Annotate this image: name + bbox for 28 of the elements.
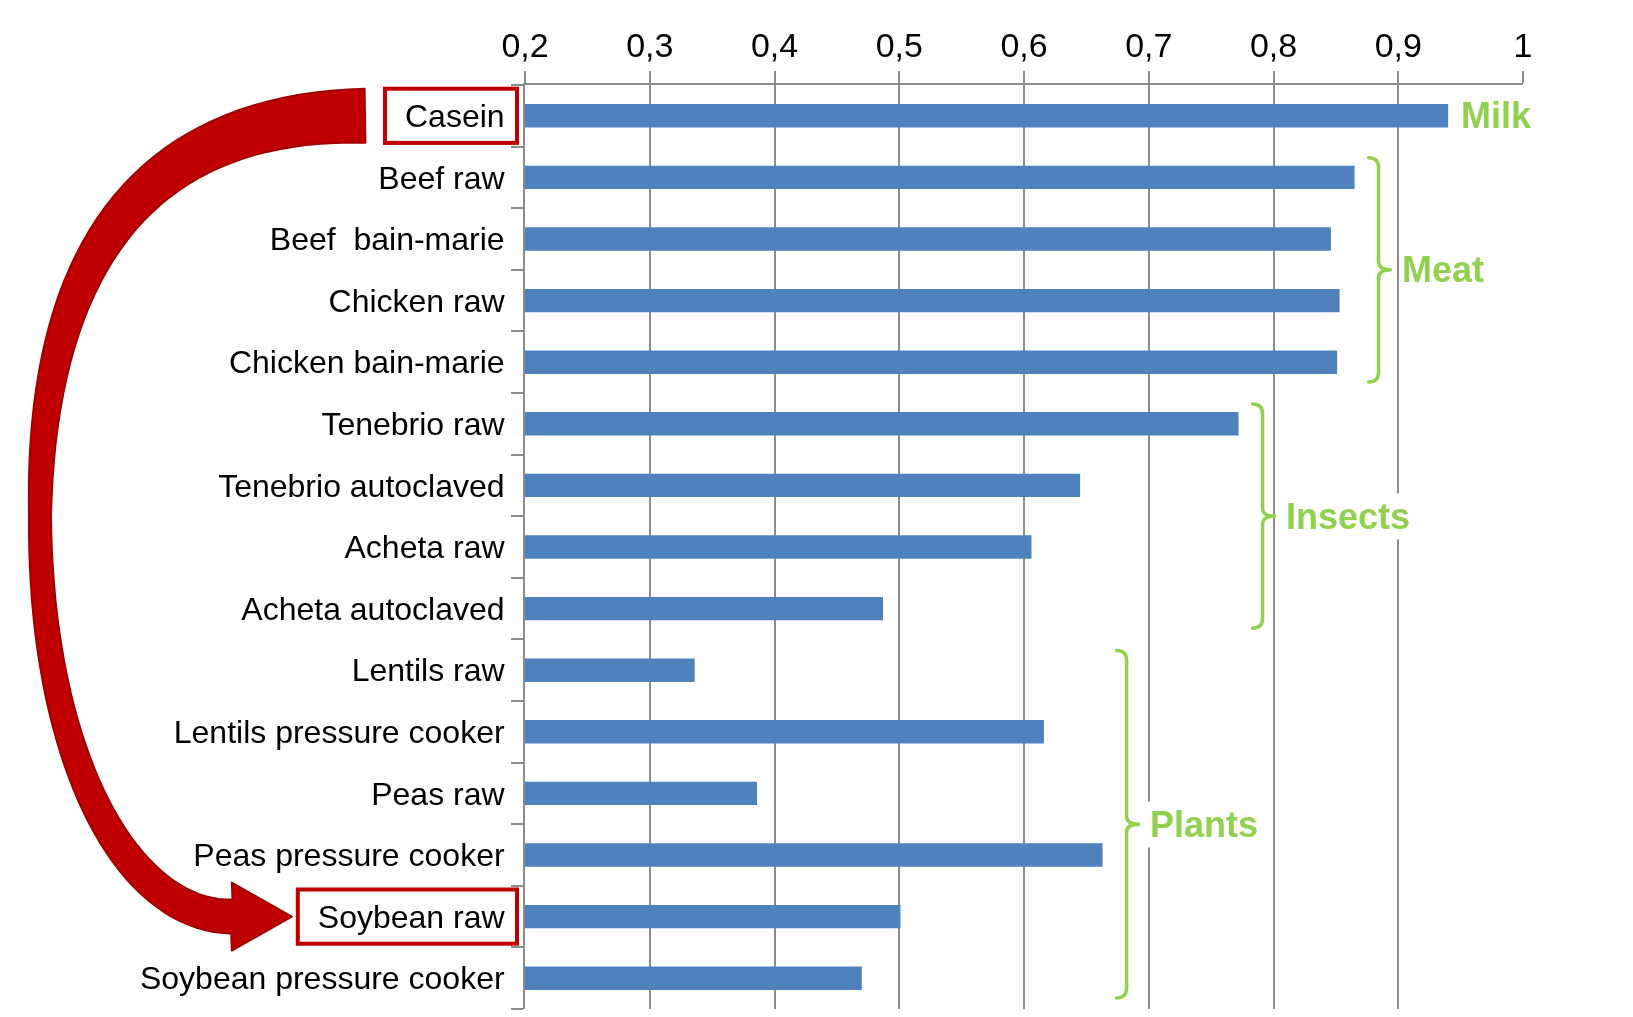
y-tick-label: Soybean raw bbox=[317, 898, 506, 935]
x-tick-label: 0,3 bbox=[626, 26, 674, 65]
y-tick-label: Acheta autoclaved bbox=[241, 590, 505, 627]
x-tick-label: 0,6 bbox=[1000, 26, 1048, 65]
x-tick-label: 0,9 bbox=[1374, 26, 1422, 65]
x-tick-label: 0,5 bbox=[875, 26, 923, 65]
y-tick-label: Casein bbox=[404, 98, 505, 134]
x-tick-label: 0,2 bbox=[501, 26, 549, 65]
annotation: Plants bbox=[1150, 804, 1259, 845]
y-tick-label: Lentils pressure cooker bbox=[173, 714, 505, 750]
y-tick-label: Soybean pressure cooker bbox=[139, 960, 505, 997]
y-tick-label: Beef raw bbox=[378, 159, 506, 196]
x-tick-label: 0,4 bbox=[750, 26, 799, 65]
y-tick-label: Tenebrio raw bbox=[321, 406, 506, 442]
y-tick-label: Lentils raw bbox=[351, 652, 506, 689]
y-tick-label: Acheta raw bbox=[344, 529, 506, 566]
x-tick-label: 0,8 bbox=[1249, 26, 1298, 65]
y-tick-label: Peas raw bbox=[371, 775, 506, 812]
y-tick-label: Tenebrio autoclaved bbox=[218, 467, 505, 504]
annotation: Meat bbox=[1402, 249, 1485, 290]
x-tick-label: 0,7 bbox=[1125, 26, 1173, 65]
y-tick-label: Peas pressure cooker bbox=[193, 837, 505, 874]
annotation: Milk bbox=[1461, 95, 1532, 136]
x-tick-label: 1 bbox=[1513, 26, 1533, 65]
y-tick-label: Beef bain-marie bbox=[269, 221, 505, 258]
y-tick-label: Chicken bain-marie bbox=[228, 344, 505, 381]
annotation: Insects bbox=[1286, 496, 1411, 537]
y-tick-label: Chicken raw bbox=[328, 282, 506, 319]
